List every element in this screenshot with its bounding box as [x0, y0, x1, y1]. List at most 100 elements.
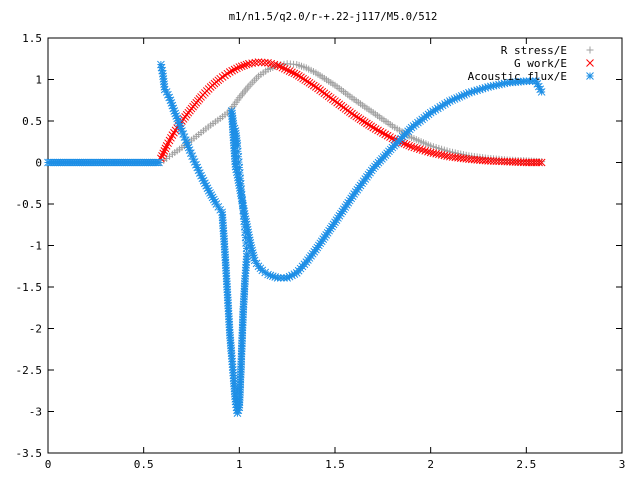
data-point: [242, 86, 250, 94]
data-point: [299, 74, 307, 83]
data-point: [303, 77, 312, 86]
data-point: [354, 114, 363, 122]
y-tick-label: -1: [29, 240, 42, 253]
data-point: [251, 58, 260, 67]
data-point: [421, 147, 430, 155]
x-tick-label: 2: [427, 458, 434, 471]
data-point: [240, 88, 248, 96]
data-point: [360, 118, 369, 126]
data-point: [415, 145, 424, 154]
data-point: [418, 146, 427, 154]
data-point: [374, 126, 382, 135]
data-point: [158, 152, 166, 160]
data-point: [376, 127, 385, 136]
data-point: [537, 158, 546, 167]
data-point: [413, 144, 421, 153]
data-point: [155, 158, 163, 167]
y-tick-label: -2.5: [16, 364, 43, 377]
legend-marker: [586, 46, 594, 54]
data-point: [170, 128, 178, 137]
data-point: [283, 66, 292, 74]
data-point: [402, 140, 411, 149]
data-point: [386, 133, 394, 141]
y-axis: 1.5 1 0.5 0 -0.5 -1 -1.5 -2 -2.5 -3 -3.5: [16, 32, 622, 460]
y-tick-label: 1.5: [22, 32, 42, 45]
data-point: [307, 80, 316, 89]
data-point: [168, 131, 177, 139]
y-tick-label: -3.5: [16, 447, 43, 460]
legend-marker: [586, 72, 594, 80]
legend-label: Acoustic flux/E: [468, 70, 567, 83]
data-point: [218, 73, 227, 81]
data-point: [405, 141, 413, 150]
chart-title: m1/n1.5/q2.0/r-+.22-j117/M5.0/512: [229, 11, 438, 23]
legend-marker: [586, 59, 594, 67]
x-axis: 0 0.5 1 1.5 2 2.5 3: [45, 38, 626, 471]
y-tick-label: -3: [29, 406, 42, 419]
series-0: [157, 60, 546, 166]
data-point: [295, 72, 303, 80]
data-point: [160, 147, 169, 155]
data-point: [365, 121, 373, 129]
data-point: [285, 67, 294, 75]
data-point: [358, 116, 367, 125]
legend-label: G work/E: [514, 57, 567, 70]
y-tick-label: -0.5: [16, 198, 43, 211]
data-point: [407, 142, 416, 151]
data-point: [237, 62, 246, 71]
data-point: [278, 63, 287, 72]
data-point: [297, 73, 305, 82]
data-point: [301, 76, 310, 84]
series-layer: [44, 58, 546, 418]
data-point: [237, 92, 245, 100]
data-point: [369, 123, 378, 132]
data-point: [305, 78, 314, 87]
series-2: [44, 60, 546, 418]
y-tick-label: 0: [35, 157, 42, 170]
data-point: [410, 143, 419, 152]
data-point: [367, 122, 375, 131]
data-point: [356, 115, 365, 124]
y-tick-label: -2: [29, 323, 42, 336]
data-point: [378, 129, 387, 137]
data-point: [388, 134, 397, 143]
data-point: [309, 81, 318, 90]
data-point: [216, 74, 225, 83]
data-point: [381, 130, 390, 139]
data-point: [350, 111, 358, 120]
x-tick-label: 1.5: [325, 458, 345, 471]
data-point: [233, 64, 241, 73]
data-point: [400, 139, 409, 148]
data-point: [363, 119, 371, 128]
data-point: [225, 68, 234, 76]
data-point: [290, 69, 299, 78]
data-point: [292, 70, 301, 79]
data-point: [228, 66, 237, 75]
series-1: [157, 58, 546, 167]
data-point: [248, 59, 256, 68]
y-tick-label: -1.5: [16, 281, 43, 294]
data-point: [352, 112, 361, 121]
data-point: [371, 125, 380, 133]
data-point: [537, 88, 546, 96]
data-point: [159, 149, 168, 158]
y-tick-label: 0.5: [22, 115, 42, 128]
data-point: [254, 58, 263, 66]
data-point: [240, 61, 248, 70]
y-tick-label: 1: [35, 74, 42, 87]
legend-label: R stress/E: [501, 44, 567, 57]
data-point: [161, 144, 170, 153]
data-point: [260, 58, 269, 67]
data-point: [245, 59, 253, 68]
data-point: [535, 158, 543, 167]
data-point: [280, 64, 289, 73]
data-point: [230, 65, 239, 74]
data-point: [243, 84, 251, 92]
x-tick-label: 3: [619, 458, 626, 471]
x-tick-label: 0.5: [134, 458, 154, 471]
data-point: [273, 61, 282, 70]
data-point: [257, 58, 266, 67]
data-point: [235, 63, 244, 71]
x-tick-label: 1: [236, 458, 243, 471]
